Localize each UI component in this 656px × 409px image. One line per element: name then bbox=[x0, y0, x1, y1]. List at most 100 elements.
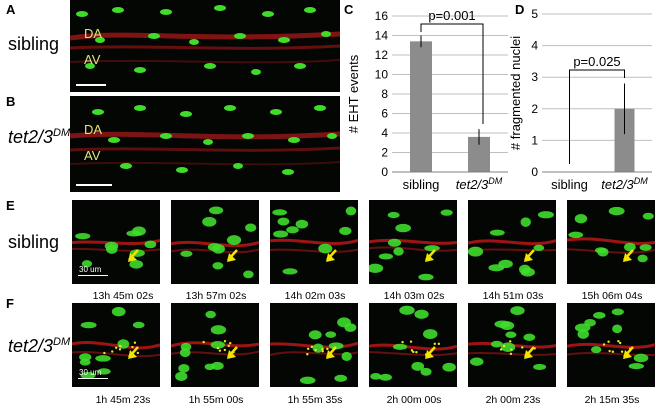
y-tick-label: 8 bbox=[381, 87, 388, 101]
vessel-label-da-b: DA bbox=[84, 122, 103, 137]
pointer-arrowhead bbox=[425, 350, 434, 359]
pointer-arrowhead bbox=[524, 253, 533, 262]
micrograph-image bbox=[72, 303, 160, 387]
timelapse-frame-f-5 bbox=[468, 303, 556, 387]
panel-label-a: A bbox=[6, 2, 16, 17]
y-tick-label: 0 bbox=[531, 165, 538, 179]
timestamp-e-3: 14h 02m 03s bbox=[284, 290, 346, 302]
y-tick-label: 16 bbox=[375, 9, 389, 23]
timelapse-frame-f-6 bbox=[567, 303, 655, 387]
timestamp-f-5: 2h 00m 23s bbox=[485, 394, 541, 406]
timestamp-e-2: 13h 57m 02s bbox=[185, 290, 247, 302]
pointer-arrowhead bbox=[326, 253, 335, 262]
y-tick-label: 5 bbox=[531, 7, 538, 21]
scale-bar bbox=[78, 275, 108, 276]
row-label-sibling-e: sibling bbox=[8, 232, 60, 252]
bar-sibling bbox=[410, 41, 432, 172]
chart-c: 0 2 4 6 8 10 12 14 16 # EHT events sibling tet2/3DM… bbox=[346, 8, 508, 192]
timestamp-f-4: 2h 00m 00s bbox=[386, 394, 442, 406]
micrograph-a: DA AV bbox=[70, 0, 340, 92]
pointer-arrowhead bbox=[128, 350, 137, 359]
micrograph-image bbox=[270, 303, 358, 387]
y-tick-label: 4 bbox=[531, 39, 538, 53]
micrograph-image bbox=[468, 200, 556, 284]
pointer-arrowhead bbox=[524, 350, 533, 359]
category-label: tet2/3DM bbox=[601, 176, 648, 192]
timestamp-e-1: 13h 45m 02s bbox=[92, 290, 154, 302]
pointer-arrowhead bbox=[227, 253, 236, 262]
timestamp-e-5: 14h 51m 03s bbox=[482, 290, 544, 302]
y-axis-label: # fragmented nuclei bbox=[510, 36, 523, 150]
p-value-annotation: p=0.025 bbox=[573, 54, 620, 69]
scale-bar-label: 30 um bbox=[79, 368, 102, 377]
panel-label-b: B bbox=[6, 94, 16, 109]
timelapse-row-e: 30 um bbox=[72, 200, 656, 298]
category-label: tet2/3DM bbox=[456, 176, 503, 192]
category-label: sibling bbox=[403, 177, 440, 192]
panel-label-c: C bbox=[344, 2, 354, 17]
row-label-mutant-f: tet2/3DM bbox=[8, 336, 71, 356]
timelapse-frame-f-3 bbox=[270, 303, 358, 387]
pointer-arrowhead bbox=[326, 350, 335, 359]
y-tick-label: 0 bbox=[381, 165, 388, 179]
timelapse-frame-f-1: 30 um bbox=[72, 303, 160, 387]
significance-bracket bbox=[569, 69, 625, 164]
bar-tet2-3dm bbox=[468, 136, 490, 172]
timelapse-frame-e-1: 30 um bbox=[72, 200, 160, 284]
scale-bar bbox=[78, 378, 108, 379]
y-tick-label: 3 bbox=[531, 70, 538, 84]
timelapse-frame-f-4 bbox=[369, 303, 457, 387]
timestamp-f-2: 1h 55m 00s bbox=[188, 394, 244, 406]
micrograph-a-image bbox=[70, 0, 340, 92]
timestamp-f-1: 1h 45m 23s bbox=[95, 394, 151, 406]
row-label-sibling-a: sibling bbox=[8, 34, 60, 54]
y-axis-label: # EHT events bbox=[346, 54, 361, 133]
p-value-annotation: p=0.001 bbox=[428, 8, 475, 23]
vessel-label-av-b: AV bbox=[84, 148, 101, 163]
micrograph-image bbox=[270, 200, 358, 284]
row-label-mutant-b: tet2/3DM bbox=[8, 127, 71, 147]
timelapse-frame-e-4 bbox=[369, 200, 457, 284]
y-tick-label: 2 bbox=[531, 102, 538, 116]
micrograph-image bbox=[369, 200, 457, 284]
panel-label-e: E bbox=[6, 198, 15, 213]
scale-bar-b bbox=[76, 184, 112, 186]
vessel-label-da-a: DA bbox=[84, 26, 103, 41]
timelapse-row-f: 30 um bbox=[72, 303, 656, 395]
micrograph-b-image bbox=[70, 96, 340, 192]
y-tick-label: 2 bbox=[381, 146, 388, 160]
y-tick-label: 6 bbox=[381, 107, 388, 121]
timelapse-frame-e-2 bbox=[171, 200, 259, 284]
micrograph-b: DA AV bbox=[70, 96, 340, 192]
y-tick-label: 4 bbox=[381, 126, 388, 140]
micrograph-image bbox=[369, 303, 457, 387]
micrograph-image bbox=[468, 303, 556, 387]
y-tick-label: 14 bbox=[375, 29, 389, 43]
timestamp-e-6: 15h 06m 04s bbox=[581, 290, 643, 302]
timestamp-f-3: 1h 55m 35s bbox=[287, 394, 343, 406]
timelapse-frame-f-2 bbox=[171, 303, 259, 387]
pointer-arrowhead bbox=[227, 350, 236, 359]
bar-tet2-3dm bbox=[614, 108, 635, 172]
panel-label-d: D bbox=[515, 2, 525, 17]
scale-bar-a bbox=[76, 84, 106, 86]
timestamp-f-6: 2h 15m 35s bbox=[584, 394, 640, 406]
micrograph-image bbox=[72, 200, 160, 284]
pointer-arrowhead bbox=[128, 253, 137, 262]
vessel-label-av-a: AV bbox=[84, 52, 101, 67]
micrograph-image bbox=[171, 200, 259, 284]
pointer-arrowhead bbox=[623, 350, 632, 359]
y-tick-label: 12 bbox=[375, 48, 389, 62]
pointer-arrowhead bbox=[623, 253, 632, 262]
panel-label-f: F bbox=[6, 296, 14, 311]
timelapse-frame-e-3 bbox=[270, 200, 358, 284]
significance-bracket bbox=[420, 23, 484, 124]
category-label: sibling bbox=[551, 177, 588, 192]
micrograph-image bbox=[171, 303, 259, 387]
timelapse-frame-e-5 bbox=[468, 200, 556, 284]
y-tick-label: 1 bbox=[531, 133, 538, 147]
micrograph-image bbox=[567, 303, 655, 387]
pointer-arrowhead bbox=[425, 253, 434, 262]
chart-d: 0 1 2 3 4 5 # fragmented nuclei sibling tet2/3DM… bbox=[510, 7, 652, 192]
y-tick-label: 10 bbox=[375, 68, 389, 82]
